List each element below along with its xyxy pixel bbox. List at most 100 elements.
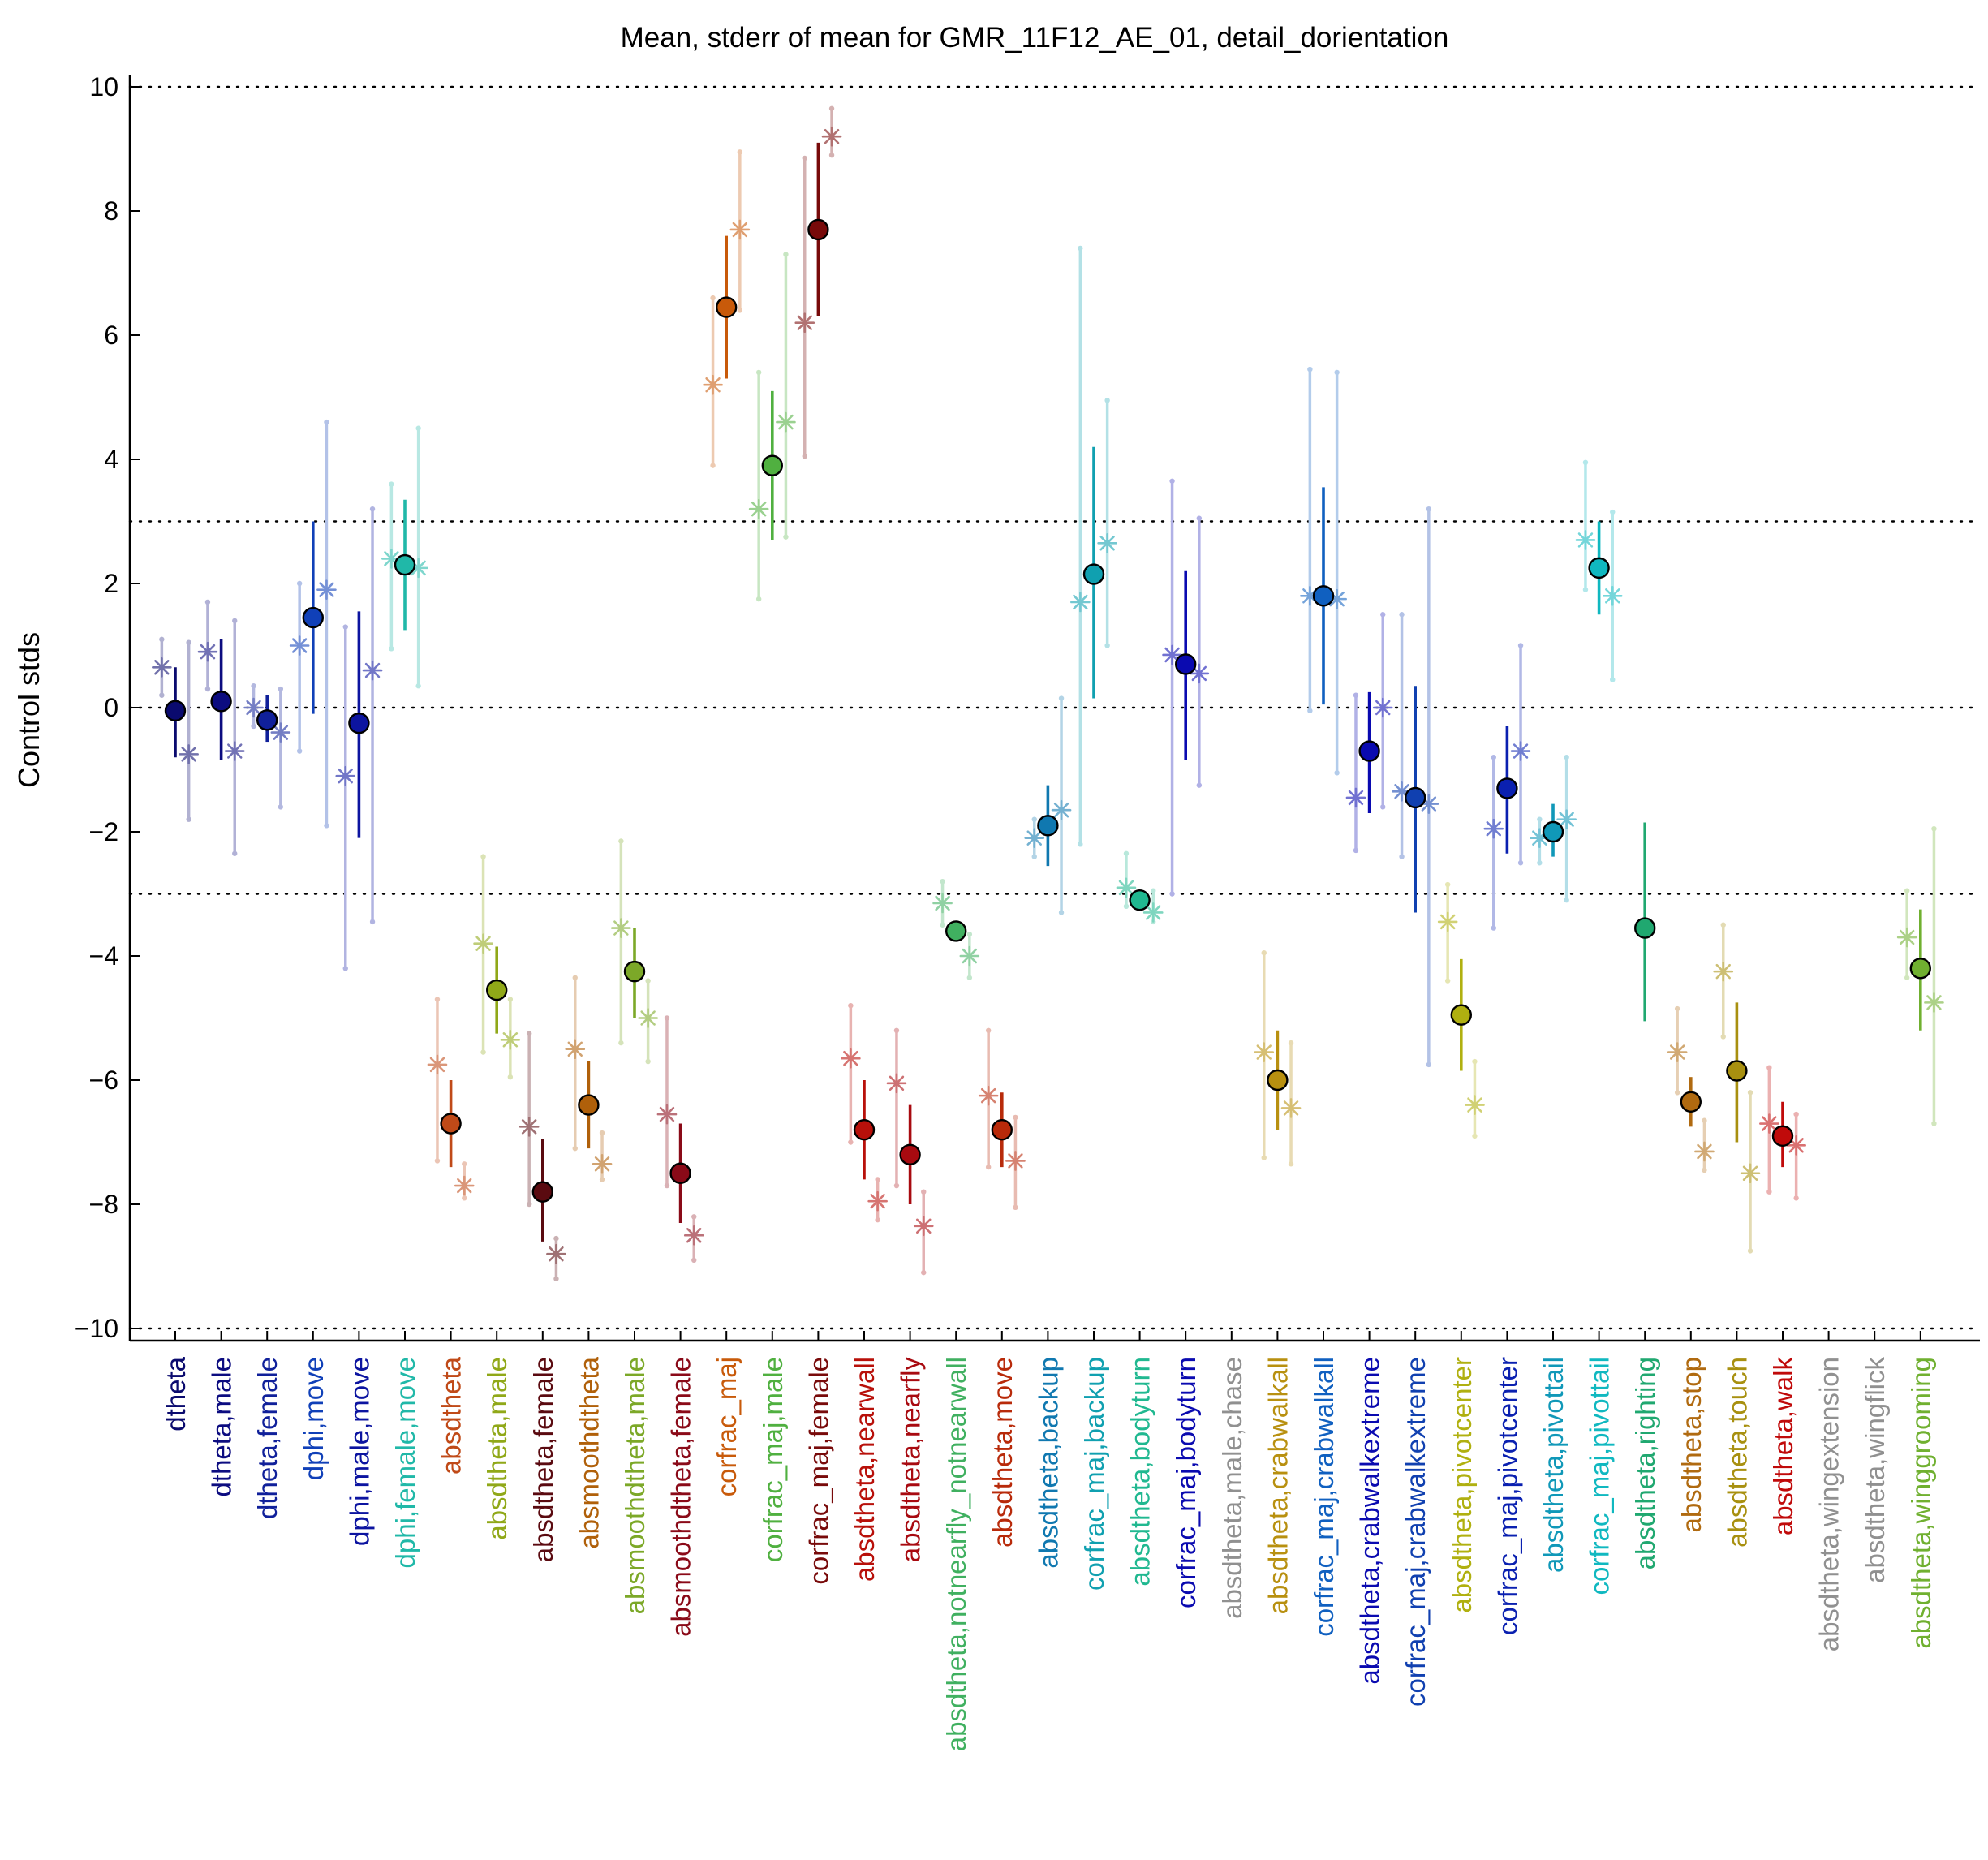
sub-mean-star	[179, 744, 199, 764]
sub-error-end	[691, 1257, 697, 1264]
category-group	[1667, 1005, 1715, 1173]
sub-mean-star	[1024, 828, 1045, 848]
category-group	[381, 425, 428, 689]
sub-mean-star	[748, 498, 769, 519]
x-tick-label: corfrac_maj	[712, 1357, 742, 1496]
sub-error-end	[1399, 612, 1405, 618]
sub-error-end	[1720, 1034, 1726, 1040]
sub-mean-star	[959, 945, 980, 967]
sub-error-end	[893, 1182, 900, 1189]
sub-error-end	[1380, 612, 1386, 618]
sub-mean-star	[243, 697, 264, 718]
category-group	[932, 879, 980, 980]
mean-marker	[1129, 889, 1151, 911]
sub-error-end	[848, 1139, 854, 1145]
category-group	[1437, 881, 1485, 1139]
sub-mean-star	[427, 1054, 448, 1075]
sub-error-end	[572, 1145, 578, 1152]
mean-marker	[1542, 820, 1564, 843]
sub-error-end	[1380, 804, 1386, 810]
y-tick-label: 2	[104, 569, 118, 598]
sub-error-end	[966, 975, 973, 980]
sub-error-end	[1058, 695, 1065, 701]
sub-mean-star	[454, 1175, 475, 1196]
category-group	[152, 636, 199, 822]
x-tick-label: absdtheta,male	[482, 1357, 512, 1540]
sub-mean-star	[316, 579, 337, 600]
x-tick-label: absdtheta,crabwalkextreme	[1355, 1357, 1385, 1685]
sub-mean-star	[1189, 663, 1210, 684]
mean-marker	[394, 553, 416, 576]
sub-mean-star	[841, 1048, 861, 1069]
sub-error-end	[1766, 1189, 1772, 1195]
sub-error-end	[186, 816, 191, 822]
sub-error-end	[664, 1182, 670, 1189]
sub-error-end	[296, 748, 303, 754]
category-group	[978, 1027, 1026, 1211]
sub-error-end	[1288, 1161, 1294, 1167]
sub-error-end	[645, 1058, 651, 1065]
mean-marker	[1082, 563, 1105, 585]
category-group	[1759, 1065, 1806, 1201]
sub-error-end	[1444, 881, 1451, 888]
mean-marker	[1358, 740, 1380, 762]
sub-mean-star	[978, 1085, 999, 1106]
category-group	[1896, 825, 1944, 1126]
mean-marker	[991, 1118, 1013, 1141]
sub-mean-star	[270, 722, 291, 743]
category-group	[565, 975, 613, 1182]
sub-error-end	[599, 1177, 605, 1182]
y-tick-label: −10	[75, 1314, 118, 1343]
sub-error-end	[985, 1164, 992, 1170]
sub-mean-star	[500, 1029, 521, 1050]
sub-error-end	[1353, 692, 1359, 698]
sub-error-end	[159, 692, 165, 698]
x-tick-label: absdtheta,nearfly	[896, 1357, 926, 1563]
sub-mean-star	[1005, 1151, 1026, 1171]
category-group	[794, 105, 842, 459]
sub-error-end	[462, 1161, 467, 1167]
y-tick-label: 6	[104, 321, 118, 350]
sub-error-end	[1517, 860, 1524, 866]
mean-marker	[1174, 653, 1197, 675]
x-tick-label: dphi,move	[299, 1357, 329, 1480]
sub-error-end	[1151, 888, 1156, 893]
category-group	[703, 149, 751, 468]
y-tick-label: −2	[89, 817, 118, 846]
sub-error-end	[1931, 825, 1937, 832]
sub-error-end	[1013, 1114, 1018, 1121]
sub-error-end	[710, 295, 716, 301]
sub-error-end	[1793, 1195, 1799, 1201]
sub-mean-star	[1510, 741, 1531, 761]
x-tick-label: dtheta,female	[252, 1357, 282, 1519]
sub-error-end	[1766, 1065, 1772, 1070]
mean-marker	[1496, 777, 1518, 799]
sub-error-end	[507, 1074, 514, 1080]
sub-error-end	[415, 683, 421, 689]
sub-error-end	[1169, 478, 1175, 484]
mean-marker	[1588, 557, 1610, 579]
sub-error-end	[1537, 816, 1543, 822]
sub-error-end	[553, 1235, 559, 1242]
sub-error-end	[755, 596, 762, 602]
x-tick-label: dphi,female,move	[390, 1357, 420, 1568]
category-group	[1530, 755, 1577, 903]
sub-error-end	[848, 1003, 854, 1009]
sub-mean-star	[886, 1073, 907, 1094]
sub-mean-star	[1116, 877, 1137, 898]
sub-mean-star	[592, 1153, 613, 1174]
mean-marker	[1404, 786, 1426, 809]
x-tick-label: absdtheta,nearwall	[850, 1357, 880, 1582]
mean-marker	[440, 1113, 462, 1135]
mean-marker	[486, 979, 508, 1001]
sub-error-end	[342, 624, 348, 630]
sub-error-end	[940, 922, 945, 928]
sub-error-end	[1564, 897, 1569, 903]
sub-error-end	[599, 1130, 605, 1136]
sub-error-end	[278, 686, 284, 692]
sub-error-end	[324, 419, 329, 425]
category-group	[1300, 366, 1347, 776]
category-group	[1575, 459, 1623, 682]
sub-error-end	[1904, 888, 1910, 893]
sub-error-end	[526, 1201, 532, 1208]
